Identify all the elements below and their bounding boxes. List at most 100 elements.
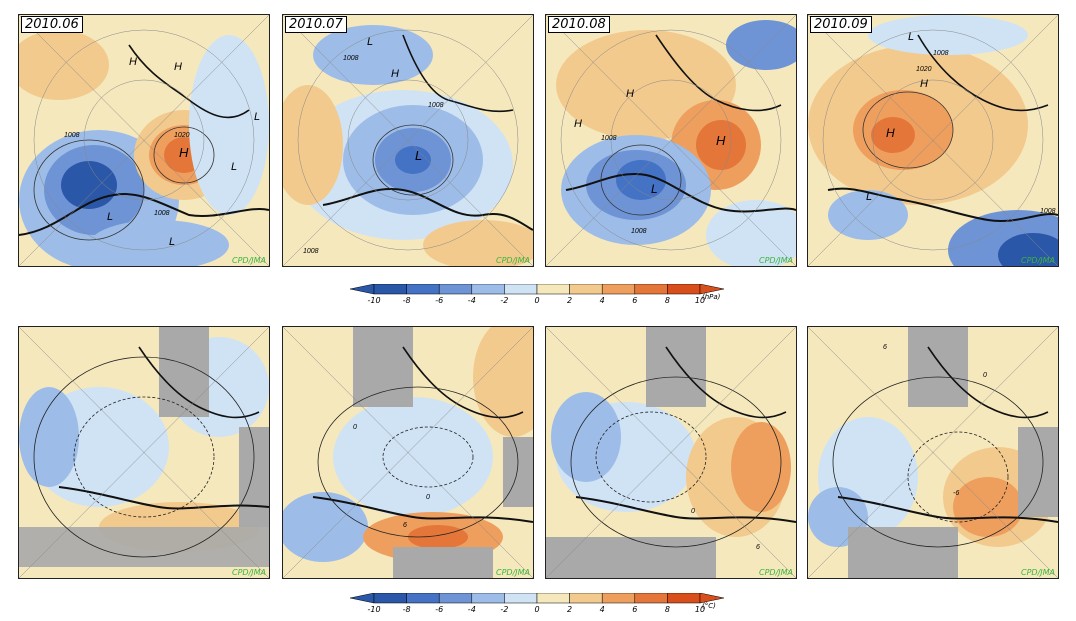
panel-month-label: 2010.07 <box>285 16 347 33</box>
map-panel-2010-07: H L 1008 1008 1008 L 2010.07 CPD/JMA <box>282 14 534 267</box>
colorbar-swatch <box>504 593 538 604</box>
isobar-label: 1008 <box>631 228 647 235</box>
colorbar-tick-label: 0 <box>534 605 540 614</box>
map-label: L <box>231 161 237 173</box>
colorbar-tick-label: -4 <box>467 605 476 614</box>
colorbar-tick-label: -2 <box>500 296 509 305</box>
credit-label: CPD/JMA <box>1021 568 1055 577</box>
map-label: H <box>574 118 582 130</box>
colorbar-max-arrow <box>699 284 725 295</box>
pressure-anomaly-map: H H H L L L L 1008 1020 1008 <box>19 15 269 266</box>
panel-month-label: 2010.09 <box>810 16 872 33</box>
colorbar-tick-label: 8 <box>664 296 670 305</box>
temperature-colorbar: -10 -8 -6 -4 -2 0 2 4 6 8 10 (°C) <box>350 593 726 615</box>
colorbar-tick-label: 2 <box>567 605 573 614</box>
colorbar-tick-label: -6 <box>435 605 444 614</box>
isobar-label: 1008 <box>601 135 617 142</box>
isobar-label: 1020 <box>916 66 932 73</box>
colorbar-swatch <box>471 284 505 295</box>
colorbar-unit: (hPa) <box>702 293 721 301</box>
colorbar-swatch <box>667 284 701 295</box>
map-label: L <box>107 211 113 223</box>
isobar-label: 1008 <box>343 55 359 62</box>
colorbar-swatch <box>667 593 701 604</box>
credit-label: CPD/JMA <box>496 568 530 577</box>
colorbar-tick-label: -2 <box>500 605 509 614</box>
colorbar-swatch <box>373 284 407 295</box>
panel-month-label: 2010.06 <box>21 16 83 33</box>
isobar-label: 1008 <box>303 248 319 255</box>
temperature-anomaly-map <box>19 327 269 578</box>
isotherm-label: 0 <box>691 508 695 515</box>
temperature-map-panel-2: 0 0 6 CPD/JMA <box>282 326 534 579</box>
isobar-label: 1008 <box>1040 208 1056 215</box>
map-label: H <box>716 133 726 148</box>
map-label: H <box>626 88 634 100</box>
colorbar-tick-label: 6 <box>632 296 638 305</box>
colorbar-swatch <box>504 284 538 295</box>
isotherm-label: 6 <box>883 344 887 351</box>
credit-label: CPD/JMA <box>496 256 530 265</box>
colorbar-tick-label: 4 <box>599 296 605 305</box>
map-label: H <box>179 145 189 160</box>
map-label: L <box>866 191 872 203</box>
map-label: H <box>886 126 895 140</box>
colorbar-tick-label: 10 <box>694 605 706 614</box>
colorbar-tick-label: -8 <box>402 296 411 305</box>
map-label: H <box>174 61 182 73</box>
colorbar-swatch <box>536 593 570 604</box>
isobar-label: 1008 <box>64 132 80 139</box>
colorbar-swatch <box>471 593 505 604</box>
map-label: H <box>391 68 399 80</box>
isotherm-label: 6 <box>756 544 760 551</box>
map-label: L <box>367 36 373 48</box>
map-label: L <box>169 236 175 248</box>
map-label: L <box>254 111 260 123</box>
colorbar-scale <box>350 284 725 295</box>
colorbar-swatch <box>569 593 603 604</box>
credit-label: CPD/JMA <box>232 256 266 265</box>
colorbar-min-arrow <box>350 284 375 295</box>
map-label: H <box>920 78 928 90</box>
colorbar-tick-label: 2 <box>567 296 573 305</box>
temperature-map-panel-4: 0 -6 6 CPD/JMA <box>807 326 1059 579</box>
colorbar-swatch <box>569 284 603 295</box>
temperature-map-panel-1: CPD/JMA <box>18 326 270 579</box>
map-label: L <box>415 148 422 163</box>
map-panel-2010-08: H H H L 1008 1008 2010.08 CPD/JMA <box>545 14 797 267</box>
map-label: L <box>651 182 658 196</box>
colorbar-tick-label: -4 <box>467 296 476 305</box>
colorbar-swatch <box>373 593 407 604</box>
isotherm-label: 0 <box>426 494 430 501</box>
colorbar-tick-label: 8 <box>664 605 670 614</box>
colorbar-max-arrow <box>699 593 725 604</box>
pressure-colorbar: -10 -8 -6 -4 -2 0 2 4 6 8 10 (hPa) <box>350 284 726 306</box>
isobar-label: 1008 <box>933 50 949 57</box>
credit-label: CPD/JMA <box>759 568 793 577</box>
colorbar-tick-label: 4 <box>599 605 605 614</box>
isotherm-label: 6 <box>403 522 407 529</box>
colorbar-swatch <box>634 593 668 604</box>
colorbar-tick-label: 10 <box>694 296 706 305</box>
colorbar-tick-label: -8 <box>402 605 411 614</box>
isotherm-label: -6 <box>953 490 959 497</box>
temperature-anomaly-map: 0 0 6 <box>283 327 533 578</box>
colorbar-swatch <box>406 593 440 604</box>
panel-month-label: 2010.08 <box>548 16 610 33</box>
colorbar-tick-label: -10 <box>367 605 381 614</box>
colorbar-unit: (°C) <box>702 602 716 610</box>
colorbar-tick-label: -10 <box>367 296 381 305</box>
pressure-anomaly-map: H H H L 1008 1008 <box>546 15 796 266</box>
map-panel-2010-09: L 1008 1020 H H L 1008 2010.09 CPD/JMA <box>807 14 1059 267</box>
colorbar-swatch <box>601 284 636 295</box>
colorbar-swatch <box>438 593 473 604</box>
credit-label: CPD/JMA <box>1021 256 1055 265</box>
isotherm-label: 0 <box>983 372 987 379</box>
credit-label: CPD/JMA <box>759 256 793 265</box>
credit-label: CPD/JMA <box>232 568 266 577</box>
colorbar-tick-label: 0 <box>534 296 540 305</box>
temperature-map-panel-3: 0 6 CPD/JMA <box>545 326 797 579</box>
map-label: H <box>129 56 137 68</box>
pressure-anomaly-map: L 1008 1020 H H L 1008 <box>808 15 1058 266</box>
colorbar-min-arrow <box>350 593 375 604</box>
